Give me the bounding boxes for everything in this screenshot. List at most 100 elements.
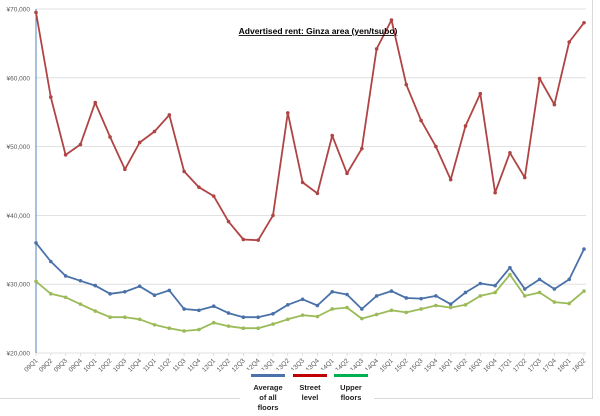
y-tick-label: ¥30,000 — [7, 282, 31, 289]
x-tick-label: 16Q3 — [468, 357, 484, 373]
data-point — [493, 190, 497, 195]
x-tick-label: 15Q4 — [423, 357, 439, 373]
x-tick-label: 09Q1 — [23, 357, 39, 373]
data-point — [93, 100, 98, 105]
data-point — [463, 303, 468, 307]
legend-swatch-average — [251, 374, 285, 377]
x-tick-label: 11Q1 — [142, 357, 158, 373]
data-point — [463, 290, 468, 295]
x-tick-label: 11Q2 — [157, 357, 173, 373]
data-point — [537, 76, 542, 81]
series-line — [35, 12, 585, 242]
data-point — [508, 265, 512, 270]
data-point — [285, 111, 290, 115]
data-point — [552, 102, 557, 107]
data-point — [197, 327, 201, 332]
data-point — [182, 329, 186, 333]
y-tick-label: ¥60,000 — [7, 75, 31, 82]
data-point — [404, 296, 409, 300]
data-point — [226, 311, 231, 315]
legend-swatch-upper — [334, 374, 368, 377]
series-2 — [34, 272, 586, 333]
data-point — [300, 313, 305, 317]
x-tick-label: 15Q2 — [393, 357, 409, 373]
gridlines — [36, 8, 586, 354]
data-point — [567, 277, 571, 282]
data-point — [567, 40, 571, 44]
data-point — [285, 317, 290, 322]
data-point — [493, 283, 497, 288]
data-point — [448, 305, 453, 310]
legend-label-upper-1: Upper — [340, 383, 362, 392]
data-point — [256, 315, 260, 320]
data-point — [300, 297, 305, 302]
data-point — [330, 289, 335, 294]
data-point — [552, 300, 557, 304]
data-point — [285, 303, 290, 307]
x-tick-label: 16Q1 — [438, 357, 454, 373]
data-point — [78, 302, 83, 306]
x-tick-label: 10Q3 — [112, 357, 128, 373]
data-point — [123, 167, 127, 172]
data-point — [448, 177, 453, 182]
y-axis: ¥20,000 ¥30,000 ¥40,000 ¥50,000 ¥60,000 ¥70,0… — [7, 7, 37, 358]
x-tick-label: 17Q4 — [542, 357, 558, 373]
data-point — [360, 146, 364, 151]
data-point — [567, 301, 571, 306]
series-line — [35, 273, 585, 332]
data-point — [226, 219, 231, 224]
data-point — [478, 294, 483, 298]
y-tick-label: ¥70,000 — [7, 7, 31, 14]
x-tick-label: 17Q1 — [497, 357, 513, 373]
data-point — [419, 296, 423, 301]
data-point — [374, 312, 379, 317]
legend-label-upper-2: floors — [340, 393, 362, 402]
data-point — [152, 129, 157, 134]
data-point — [63, 274, 68, 278]
data-point — [34, 241, 38, 245]
data-point — [241, 326, 246, 331]
legend: Average of all floors Street level Upper fl… — [240, 370, 374, 416]
data-point — [493, 290, 497, 295]
data-point — [137, 317, 142, 322]
data-point — [374, 294, 379, 298]
data-point — [211, 304, 216, 309]
data-point — [389, 289, 394, 293]
x-tick-label: 09Q4 — [68, 357, 84, 373]
y-tick-label: ¥20,000 — [7, 351, 31, 358]
data-point — [256, 326, 260, 331]
data-point — [315, 191, 320, 196]
data-point — [271, 311, 275, 316]
legend-item-street: Street level — [290, 374, 330, 403]
x-tick-label: 12Q1 — [201, 357, 217, 373]
data-point — [404, 310, 409, 315]
data-point — [108, 292, 112, 296]
x-tick-label: 10Q4 — [127, 357, 143, 373]
data-point — [49, 95, 53, 99]
x-tick-label: 09Q3 — [53, 357, 69, 373]
data-point — [345, 292, 349, 297]
data-point — [137, 140, 142, 145]
data-point — [63, 295, 68, 300]
data-point — [478, 281, 483, 286]
data-point — [123, 289, 127, 294]
series-group — [34, 10, 586, 333]
data-point — [49, 292, 53, 296]
y-tick-label: ¥40,000 — [7, 213, 31, 220]
data-point — [315, 314, 320, 319]
series-0 — [34, 241, 586, 320]
data-point — [389, 18, 394, 22]
data-point — [478, 91, 483, 96]
x-tick-label: 16Q4 — [482, 357, 498, 373]
x-tick-label: 16Q2 — [453, 357, 469, 373]
x-tick-label: 12Q2 — [216, 357, 232, 373]
data-point — [182, 169, 186, 174]
x-tick-label: 10Q1 — [82, 357, 98, 373]
data-point — [522, 294, 527, 298]
series-1 — [34, 10, 586, 242]
data-point — [522, 175, 527, 180]
data-point — [137, 284, 142, 289]
data-point — [330, 133, 335, 138]
data-point — [404, 82, 409, 87]
data-point — [271, 322, 275, 326]
